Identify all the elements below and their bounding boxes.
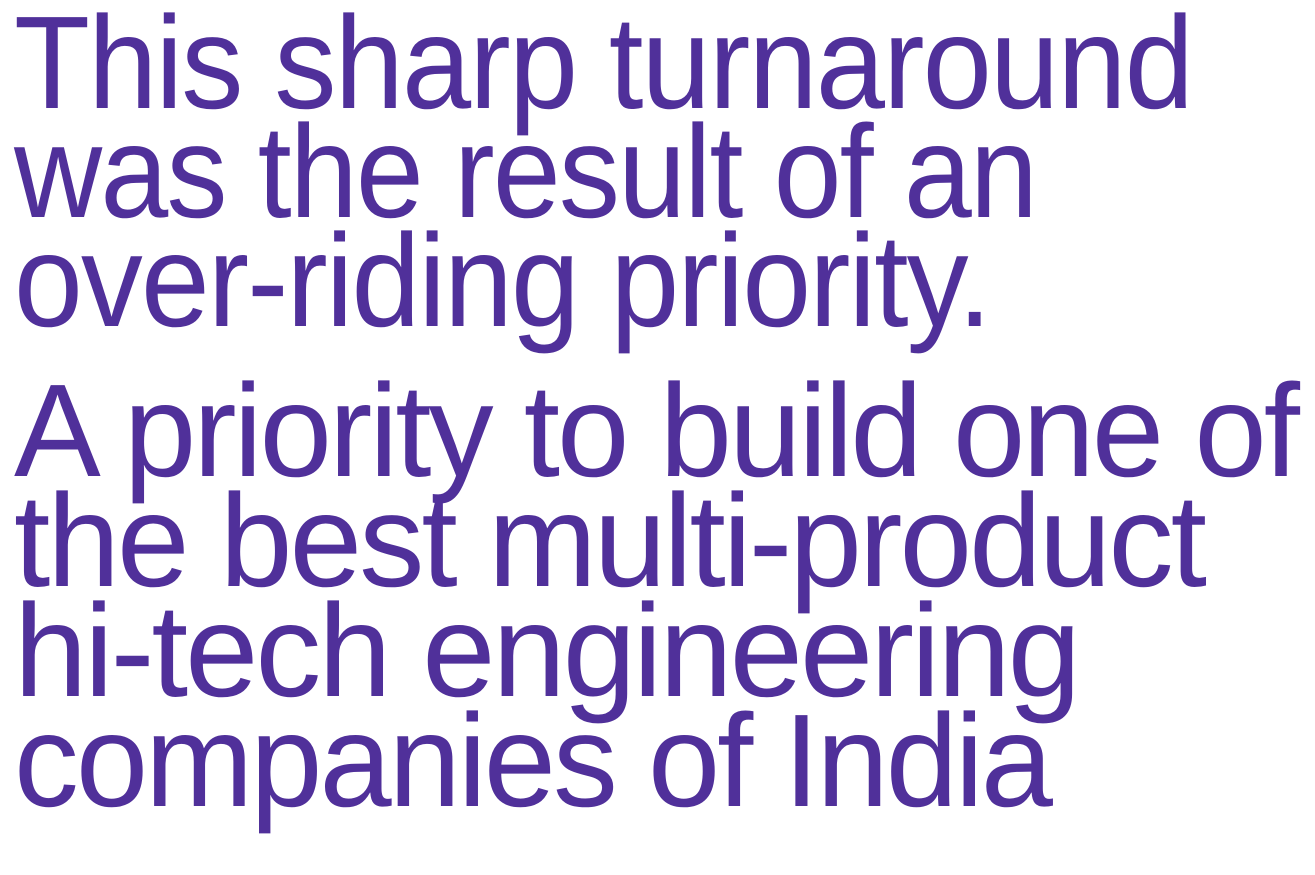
headline-line: A priority to build one of — [14, 357, 1300, 504]
headline-line: companies of India — [14, 687, 1054, 834]
headline-line: hi-tech engineering — [14, 577, 1078, 724]
intro-line: over-riding priority. — [14, 207, 990, 354]
headline-line: the best multi-product — [14, 467, 1206, 614]
intro-line: was the result of an — [13, 98, 1036, 245]
intro-line: This sharp turnaround — [14, 0, 1192, 136]
